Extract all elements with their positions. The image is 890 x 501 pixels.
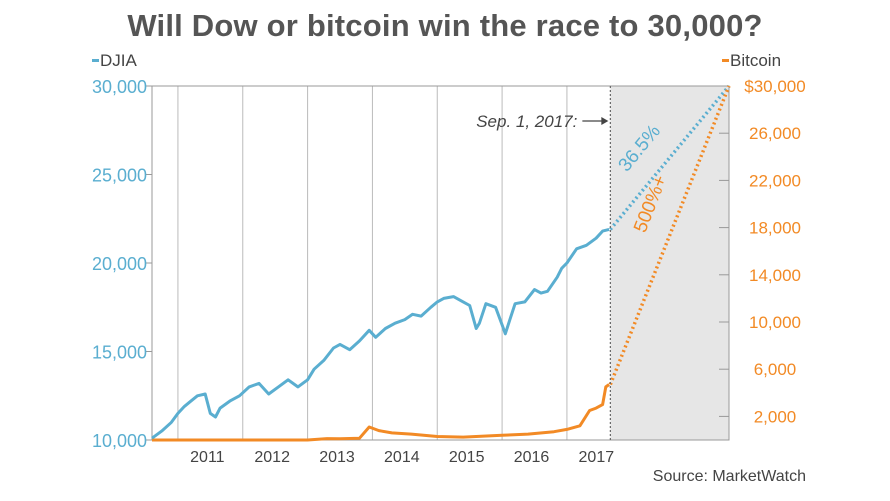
x-tick-label: 2014 <box>384 449 420 466</box>
right-tick-label: 10,000 <box>749 313 801 332</box>
legend-bitcoin-label: Bitcoin <box>730 51 781 70</box>
left-axis: 10,000 15,000 20,000 25,000 30,000 <box>92 77 152 451</box>
arrowhead-icon <box>601 117 609 125</box>
right-tick-label: 18,000 <box>749 219 801 238</box>
legend-bitcoin-swatch <box>722 59 729 62</box>
right-tick-label: $30,000 <box>744 77 805 96</box>
djia-projection-line <box>609 84 731 231</box>
grid-lines <box>177 86 568 440</box>
x-tick-label: 2017 <box>579 449 615 466</box>
projection-region <box>610 86 729 440</box>
right-axis: 2,000 6,000 10,000 14,000 18,000 22,000 26,000… <box>719 77 806 426</box>
legend-bitcoin: Bitcoin <box>722 51 781 70</box>
right-tick-label: 26,000 <box>749 124 801 143</box>
djia-series-line <box>151 227 610 440</box>
x-axis: 2011 2012 2013 2014 2015 2016 2017 <box>190 449 614 466</box>
legend-djia-swatch <box>92 59 99 62</box>
left-tick-label: 30,000 <box>92 77 147 97</box>
left-tick-label: 10,000 <box>92 431 147 451</box>
bitcoin-series-line <box>152 383 610 442</box>
chart-title: Will Dow or bitcoin win the race to 30,0… <box>127 8 763 43</box>
left-tick-label: 25,000 <box>92 166 147 186</box>
right-tick-label: 6,000 <box>754 360 797 379</box>
x-tick-label: 2012 <box>254 449 290 466</box>
source-note: Source: MarketWatch <box>652 468 806 485</box>
x-tick-label: 2016 <box>514 449 550 466</box>
right-tick-label: 22,000 <box>749 171 801 190</box>
right-tick-label: 2,000 <box>754 407 797 426</box>
x-tick-label: 2015 <box>449 449 485 466</box>
right-tick-label: 14,000 <box>749 266 801 285</box>
left-tick-label: 20,000 <box>92 254 147 274</box>
legend-djia-label: DJIA <box>100 51 138 70</box>
x-tick-label: 2013 <box>319 449 355 466</box>
left-tick-label: 15,000 <box>92 343 147 363</box>
legend-djia: DJIA <box>92 51 138 70</box>
date-marker-label: Sep. 1, 2017: <box>476 112 577 131</box>
bitcoin-projection-line <box>608 85 731 386</box>
x-tick-label: 2011 <box>190 449 225 466</box>
